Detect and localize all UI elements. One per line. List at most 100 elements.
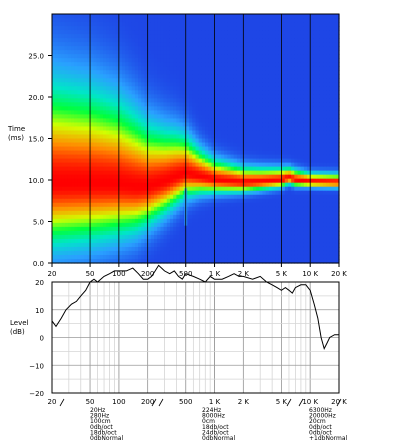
heatmap-cell [185, 118, 190, 124]
heatmap-cell [115, 190, 120, 196]
heatmap-cell [259, 182, 264, 188]
heatmap-cell [93, 110, 98, 116]
heatmap-cell [74, 218, 79, 224]
heatmap-cell [198, 90, 203, 95]
heatmap-cell [256, 54, 260, 59]
heatmap-cell [160, 14, 165, 19]
heatmap-cell [96, 106, 101, 111]
heatmap-cell [160, 250, 165, 256]
heatmap-cell [52, 150, 56, 156]
heatmap-cell [128, 86, 133, 91]
heatmap-cell [74, 26, 79, 31]
heatmap-cell [256, 98, 260, 103]
heatmap-cell [58, 90, 63, 95]
heatmap-cell [138, 62, 142, 67]
heatmap-cell [189, 90, 193, 95]
heatmap-cell [291, 174, 295, 180]
heatmap-cell [205, 102, 209, 107]
heatmap-cell [55, 206, 59, 212]
heatmap-cell [147, 146, 152, 152]
heatmap-cell [284, 150, 289, 156]
heatmap-cell [160, 238, 165, 244]
heatmap-cell [138, 162, 142, 168]
heatmap-cell [208, 94, 213, 99]
heatmap-cell [300, 38, 305, 43]
heatmap-cell [112, 210, 117, 216]
heatmap-cell [166, 158, 171, 164]
heatmap-cell [64, 106, 69, 111]
heatmap-cell [109, 138, 114, 144]
heatmap-cell [221, 62, 225, 67]
heatmap-cell [179, 230, 184, 236]
heatmap-cell [154, 166, 158, 172]
heatmap-cell [144, 242, 149, 248]
heatmap-cell [294, 258, 299, 264]
heatmap-cell [103, 122, 107, 128]
heatmap-cell [128, 242, 133, 248]
heatmap-cell [176, 238, 181, 244]
heatmap-cell [115, 214, 120, 220]
heatmap-cell [74, 190, 79, 196]
heatmap-cell [192, 254, 197, 260]
heatmap-cell [236, 82, 241, 87]
heatmap-cell [90, 206, 95, 212]
heatmap-cell [103, 82, 107, 87]
heatmap-cell [201, 98, 206, 103]
heatmap-cell [150, 234, 155, 240]
heatmap-cell [96, 238, 101, 244]
heatmap-cell [52, 34, 56, 39]
heatmap-cell [230, 50, 235, 55]
heatmap-cell [160, 122, 165, 128]
heatmap-cell [205, 86, 209, 91]
heatmap-cell [297, 178, 302, 184]
heatmap-cell [141, 202, 146, 208]
heatmap-cell [109, 102, 114, 107]
heatmap-cell [275, 74, 280, 79]
heatmap-cell [122, 162, 126, 168]
heatmap-cell [58, 46, 63, 51]
heatmap-cell [64, 130, 69, 136]
heatmap-cell [294, 126, 299, 132]
heatmap-cell [275, 142, 280, 148]
heatmap-cell [154, 58, 158, 63]
heatmap-cell [281, 126, 286, 132]
heatmap-cell [208, 70, 213, 75]
heatmap-cell [80, 230, 85, 236]
heatmap-cell [198, 94, 203, 99]
heatmap-cell [265, 110, 270, 116]
heatmap-cell [217, 170, 222, 176]
heatmap-cell [201, 74, 206, 79]
heatmap-cell [230, 58, 235, 63]
heatmap-cell [300, 26, 305, 31]
heatmap-cell [224, 162, 228, 168]
heatmap-cell [163, 122, 168, 128]
heatmap-cell [294, 38, 299, 43]
heatmap-cell [157, 58, 162, 63]
heatmap-cell [284, 238, 289, 244]
heatmap-cell [125, 78, 130, 83]
heatmap-cell [67, 146, 72, 152]
heatmap-cell [278, 206, 283, 212]
heatmap-cell [163, 46, 168, 51]
heatmap-cell [109, 254, 114, 260]
heatmap-cell [185, 198, 190, 204]
heatmap-cell [189, 134, 193, 140]
heatmap-cell [195, 202, 200, 208]
heatmap-cell [201, 18, 206, 23]
heatmap-cell [134, 226, 139, 232]
heatmap-cell [214, 230, 219, 236]
heatmap-cell [90, 86, 95, 91]
heatmap-cell [272, 14, 276, 19]
heatmap-cell [141, 166, 146, 172]
heatmap-cell [265, 118, 270, 124]
heatmap-cell [74, 98, 79, 103]
heatmap-cell [122, 174, 126, 180]
heatmap-cell [154, 230, 158, 236]
heatmap-cell [208, 138, 213, 144]
heatmap-cell [252, 58, 257, 63]
heatmap-cell [157, 222, 162, 228]
heatmap-cell [87, 98, 91, 103]
heatmap-cell [61, 254, 66, 260]
heatmap-cell [74, 206, 79, 212]
heatmap-cell [243, 94, 248, 99]
